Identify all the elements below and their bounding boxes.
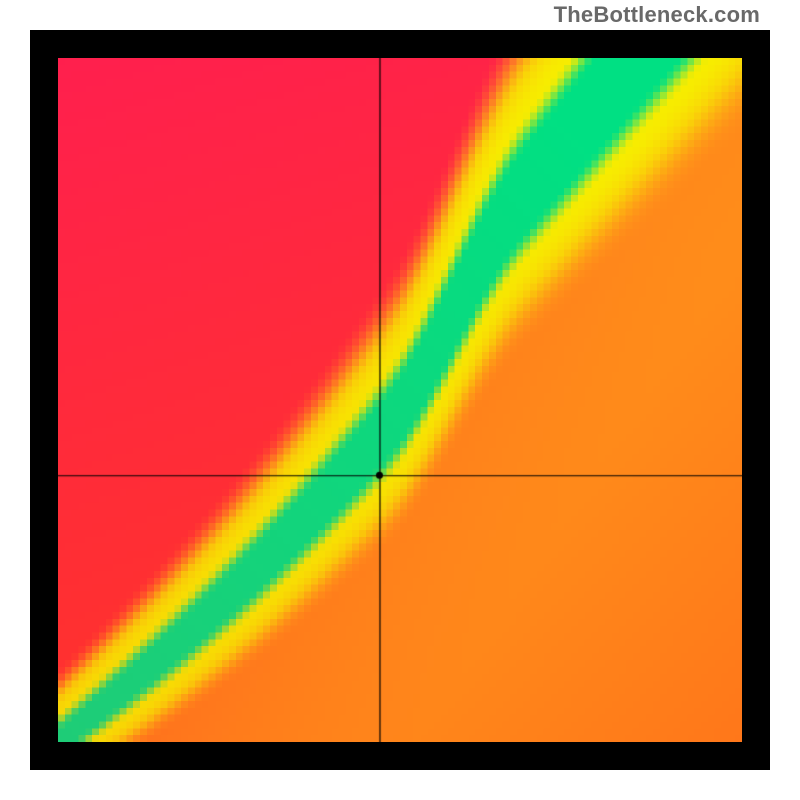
watermark-text: TheBottleneck.com bbox=[554, 2, 760, 28]
crosshair-overlay bbox=[58, 58, 742, 742]
bottleneck-heatmap bbox=[30, 30, 770, 770]
